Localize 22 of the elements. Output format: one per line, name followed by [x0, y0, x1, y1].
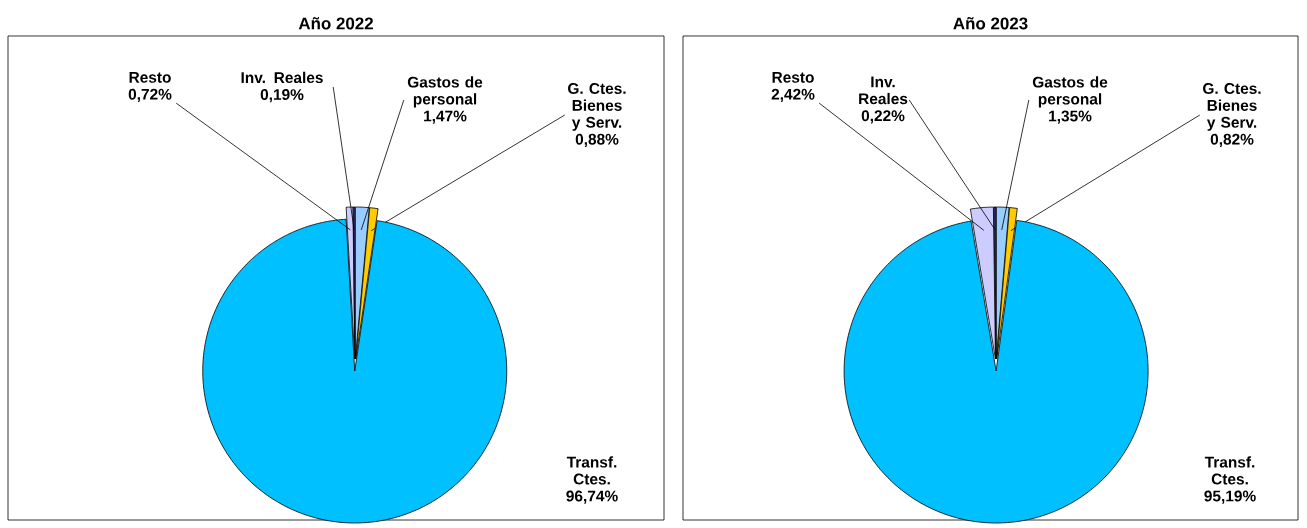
data-label: 0,72%: [128, 88, 172, 102]
slice-label: G. Ctes. Bienes y Serv.: [1203, 83, 1261, 131]
data-label: 1,47%: [424, 110, 467, 124]
slice-label: Inv. Reales: [241, 71, 323, 84]
slice-label: G. Ctes. Bienes y Serv.: [568, 83, 626, 131]
data-label: 95,19%: [1204, 490, 1256, 504]
data-label: 0,22%: [861, 110, 905, 124]
data-label: 2,42%: [771, 88, 815, 102]
chart-title: Año 2023: [953, 17, 1028, 30]
slice-label: Resto: [772, 72, 814, 83]
slice-label: Gastos de personal: [1032, 76, 1108, 108]
chart-title: Año 2022: [298, 17, 373, 30]
data-label: 0,88%: [575, 133, 619, 147]
slice-label: Inv. Reales: [859, 76, 908, 105]
slice-label: Gastos de personal: [407, 76, 483, 108]
data-label: 0,19%: [260, 89, 304, 103]
data-label: 0,82%: [1210, 133, 1254, 147]
slice-label: Transf. Ctes.: [1204, 456, 1255, 485]
data-label: 1,35%: [1049, 110, 1092, 124]
data-label: 96,74%: [566, 490, 618, 504]
slice-label: Transf. Ctes.: [566, 456, 617, 485]
slice-label: Resto: [129, 72, 171, 83]
